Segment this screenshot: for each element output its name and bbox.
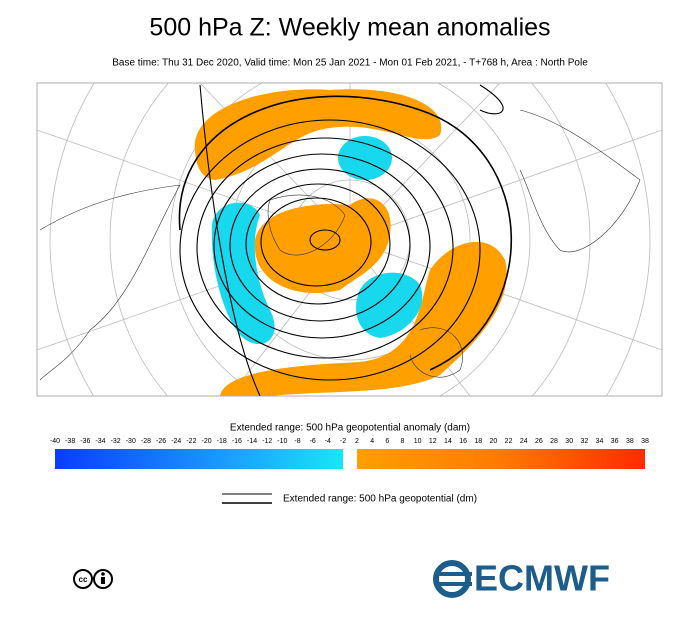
- colorbar-tick-label: -30: [126, 438, 136, 445]
- colorbar-tick-label: 30: [565, 438, 573, 445]
- colorbar-tick-label: -20: [202, 438, 212, 445]
- map: [36, 82, 663, 397]
- colorbar-tick-label: -4: [325, 438, 331, 445]
- colorbar-tick-label: 20: [490, 438, 498, 445]
- colorbar-tick-label: 28: [550, 438, 558, 445]
- colorbar-tick-label: 18: [474, 438, 482, 445]
- colorbar-tick-label: -24: [171, 438, 181, 445]
- colorbar-tick-label: 6: [385, 438, 389, 445]
- colorbar-tick-label: 38: [626, 438, 634, 445]
- colorbar-tick-label: 26: [535, 438, 543, 445]
- colorbar-tick-label: -14: [247, 438, 257, 445]
- colorbar-tick-label: 14: [444, 438, 452, 445]
- logo-text: ECMWF: [474, 558, 610, 599]
- colorbar-tick-label: -2: [340, 438, 346, 445]
- colorbar-tick-label: -34: [95, 438, 105, 445]
- colorbar-tick-label: -38: [65, 438, 75, 445]
- colorbar-tick-label: 24: [520, 438, 528, 445]
- colorbar-tick-label: -40: [50, 438, 60, 445]
- title: 500 hPa Z: Weekly mean anomalies: [149, 14, 550, 42]
- colorbar-positive: [357, 449, 645, 469]
- colorbar-tick-label: -6: [310, 438, 316, 445]
- colorbar-tick-label: -26: [156, 438, 166, 445]
- colorbar-tick-label: 36: [611, 438, 619, 445]
- colorbar-tick-label: -18: [217, 438, 227, 445]
- colorbar-negative: [55, 449, 343, 469]
- ecmwf-logo: ECMWF: [433, 558, 610, 599]
- colorbar-tick-label: 10: [414, 438, 422, 445]
- colorbar-tick-label: -22: [186, 438, 196, 445]
- colorbar-tick-label: -8: [294, 438, 300, 445]
- colorbar-tick-label: -12: [262, 438, 272, 445]
- cc-icon: cc: [73, 569, 113, 589]
- colorbar-tick-label: 34: [596, 438, 604, 445]
- colorbar-tick-label: 16: [459, 438, 467, 445]
- legend-label: Extended range: 500 hPa geopotential (dm…: [283, 494, 477, 505]
- colorbar-tick-label: -28: [141, 438, 151, 445]
- colorbar-tick-label: 32: [580, 438, 588, 445]
- colorbar-tick-label: 4: [370, 438, 374, 445]
- colorbar-tick-label: -16: [232, 438, 242, 445]
- colorbar-tick-label: 38: [641, 438, 649, 445]
- subtitle: Base time: Thu 31 Dec 2020, Valid time: …: [112, 58, 588, 69]
- colorbar-tick-label: 22: [505, 438, 513, 445]
- colorbar-tick-label: -36: [80, 438, 90, 445]
- colorbar-tick-label: -32: [111, 438, 121, 445]
- colorbar-tick-label: 2: [355, 438, 359, 445]
- colorbar-tick-label: 8: [401, 438, 405, 445]
- svg-text:cc: cc: [79, 575, 88, 584]
- colorbar-tick-label: 12: [429, 438, 437, 445]
- colorbar-label: Extended range: 500 hPa geopotential ano…: [230, 423, 470, 434]
- colorbar-ticks: -40 -38 -36 -34 -32 -30 -28 -26 -24 -22 -20 -18 -16-…: [50, 438, 649, 445]
- colorbar-tick-label: -10: [277, 438, 287, 445]
